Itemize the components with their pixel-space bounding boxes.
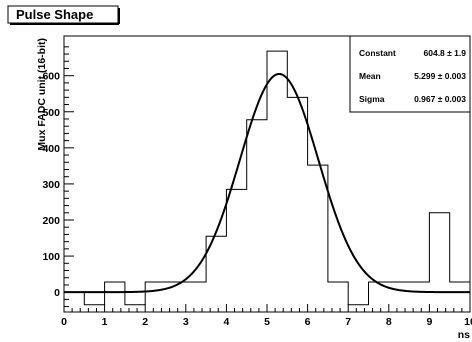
x-tick-label: 4 [223, 316, 229, 328]
x-axis: 0 1 2 3 4 5 6 7 8 9 10 [61, 304, 472, 328]
x-tick-label: 0 [61, 316, 67, 328]
x-tick-label: 6 [305, 316, 311, 328]
stats-constant-value: 604.8 ± 1.9 [424, 48, 467, 58]
y-tick-label: 500 [42, 107, 60, 119]
y-axis-label: Mux FADC unit (16-bit) [36, 38, 48, 151]
histogram-bin [206, 236, 226, 292]
chart-title: Pulse Shape [16, 7, 93, 22]
y-tick-label: 400 [42, 143, 60, 155]
x-tick-label: 8 [386, 316, 392, 328]
histogram-bin [84, 292, 104, 305]
x-tick-label: 5 [264, 316, 270, 328]
histogram-bin [105, 282, 125, 292]
histogram-bin [267, 51, 287, 292]
x-tick-label: 10 [464, 316, 472, 328]
x-axis-label: ns [458, 329, 470, 341]
x-tick-label: 3 [183, 316, 189, 328]
histogram-bin [186, 282, 206, 292]
stats-mean-value: 5.299 ± 0.003 [414, 71, 466, 81]
histogram-bin [429, 213, 449, 292]
x-tick-label: 2 [142, 316, 148, 328]
x-tick-label: 1 [102, 316, 108, 328]
histogram-bin [287, 97, 307, 292]
stats-sigma-value: 0.967 ± 0.003 [414, 94, 466, 104]
fit-curve-layer [64, 72, 470, 294]
histogram-bin [328, 282, 348, 292]
x-tick-label: 9 [426, 316, 432, 328]
y-tick-label: 100 [42, 251, 60, 263]
histogram-bin [226, 189, 246, 292]
histogram-bin [348, 292, 368, 305]
y-tick-label: 300 [42, 179, 60, 191]
y-tick-label: 600 [42, 71, 60, 83]
gaussian-fit-curve [64, 72, 470, 294]
histogram-bin [247, 120, 267, 292]
title-box: Pulse Shape [7, 5, 120, 25]
y-tick-label: 0 [54, 287, 60, 299]
y-axis: 0 100 200 300 400 500 600 [42, 46, 74, 308]
stats-box: Constant 604.8 ± 1.9 Mean 5.299 ± 0.003 … [349, 35, 471, 113]
x-tick-label: 7 [345, 316, 351, 328]
stats-sigma-name: Sigma [359, 94, 385, 104]
histogram-bin [125, 292, 145, 305]
stats-constant-name: Constant [359, 48, 396, 58]
stats-mean-name: Mean [359, 71, 381, 81]
stats-box-frame [349, 35, 471, 113]
histogram-bin [450, 282, 470, 292]
y-tick-label: 200 [42, 215, 60, 227]
